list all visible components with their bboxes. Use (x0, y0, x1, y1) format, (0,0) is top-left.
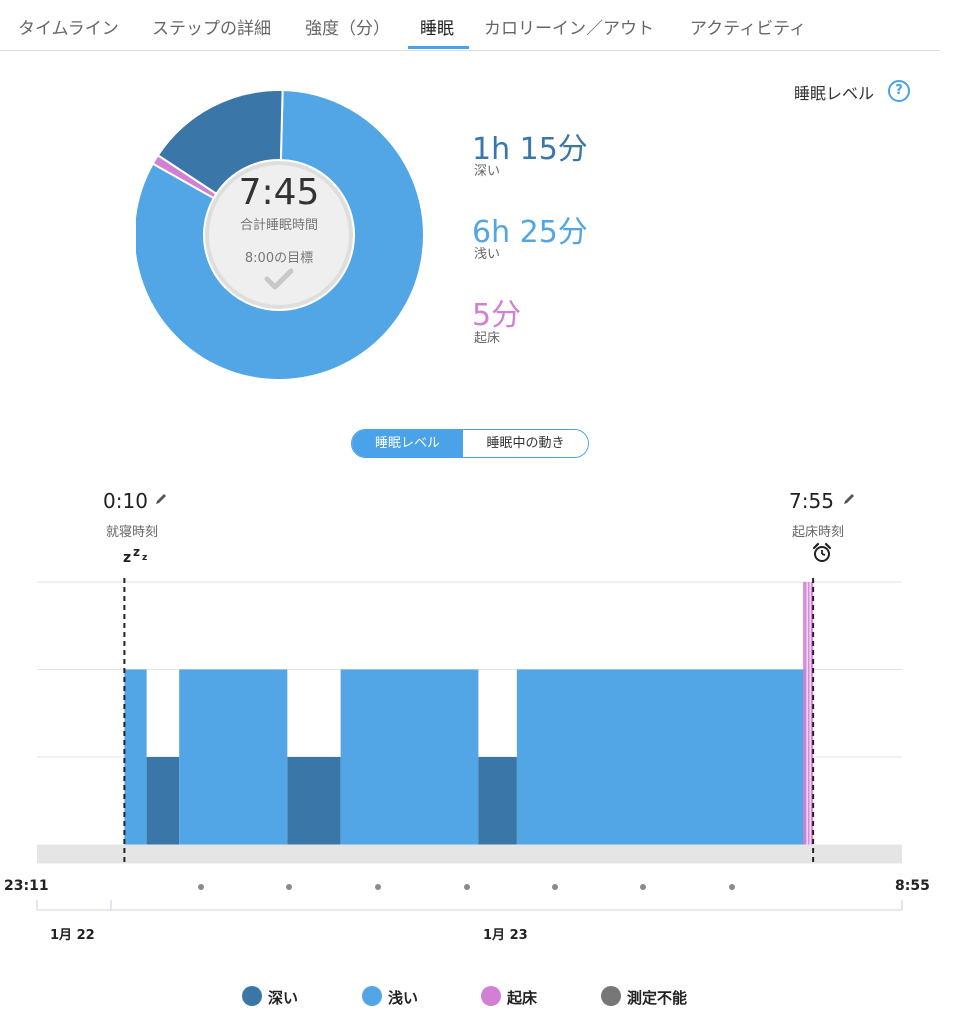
waketime-value[interactable]: 7:55 (789, 489, 834, 513)
zzz-icon: z z z (123, 545, 147, 564)
sleep-level-toggle-button[interactable]: 睡眠レベル (352, 430, 463, 457)
tab-step-details[interactable]: ステップの詳細 (152, 19, 271, 39)
awake-value: 5分 (472, 298, 522, 333)
hypnogram-segment-1 (146, 757, 180, 845)
legend-swatch-deep (242, 986, 262, 1006)
hypnogram-segment-0 (124, 669, 147, 845)
legend-label-unmeasured: 測定不能 (627, 989, 688, 1007)
deep-sleep-value: 1h 15分 (472, 132, 588, 167)
axis-tick-dot-4 (552, 884, 558, 890)
legend-swatch-unmeasured (601, 986, 621, 1006)
light-sleep-label: 浅い (474, 247, 501, 262)
tab-calories[interactable]: カロリーイン／アウト (484, 19, 654, 39)
sleep-stages-donut-chart (136, 89, 425, 381)
tab-sleep[interactable]: 睡眠 (420, 19, 454, 39)
tab-activity[interactable]: アクティビティ (690, 19, 807, 39)
waketime-label: 起床時刻 (792, 525, 845, 540)
date-label-jan23: 1月 23 (483, 928, 528, 943)
legend-swatch-light (362, 986, 382, 1006)
alarm-clock-icon (812, 542, 832, 562)
edit-bedtime-icon[interactable] (154, 492, 168, 506)
donut-center: 7:45 合計睡眠時間 8:00の目標 (205, 158, 353, 306)
awake-label: 起床 (474, 331, 501, 346)
tab-timeline[interactable]: タイムライン (18, 19, 119, 39)
axis-tick-dot-0 (198, 884, 204, 890)
axis-tick-dot-1 (286, 884, 292, 890)
hypnogram-segment-2 (179, 669, 288, 845)
donut-slice-0 (136, 89, 425, 381)
legend-label-deep: 深い (268, 989, 299, 1007)
check-icon (264, 268, 294, 290)
donut-center-disc (209, 165, 349, 305)
light-sleep-value: 6h 25分 (472, 215, 588, 250)
axis-tick-dot-5 (640, 884, 646, 890)
hypnogram-segment-3 (287, 757, 341, 845)
sleep-movement-toggle-button[interactable]: 睡眠中の動き (463, 430, 588, 457)
edit-waketime-icon[interactable] (842, 492, 856, 506)
legend-swatch-awake (481, 986, 501, 1006)
bedtime-label: 就寝時刻 (106, 525, 159, 540)
help-icon[interactable]: ? (888, 80, 910, 102)
svg-text:z: z (123, 550, 131, 564)
axis-start-time: 23:11 (4, 878, 49, 894)
svg-text:z: z (142, 553, 147, 563)
date-label-jan22: 1月 22 (50, 928, 95, 943)
donut-slice-2 (156, 89, 284, 196)
active-tab-indicator (408, 46, 469, 49)
svg-text:z: z (133, 545, 140, 559)
tab-bar: タイムライン ステップの詳細 強度（分） 睡眠 カロリーイン／アウト アクティビ… (0, 0, 940, 51)
legend-label-awake: 起床 (507, 989, 538, 1007)
hypnogram-segment-7 (803, 582, 814, 845)
bedtime-value[interactable]: 0:10 (103, 489, 148, 513)
hypnogram-segment-5 (478, 757, 517, 845)
total-sleep-label: 合計睡眠時間 (239, 218, 318, 233)
total-sleep-time: 7:45 (238, 172, 320, 213)
axis-tick-dot-3 (464, 884, 470, 890)
tab-intensity[interactable]: 強度（分） (305, 19, 390, 39)
sleep-stages-hypnogram (36, 578, 903, 911)
axis-end-time: 8:55 (895, 878, 930, 894)
deep-sleep-label: 深い (474, 164, 501, 179)
axis-tick-dot-6 (729, 884, 735, 890)
hypnogram-segment-6 (516, 669, 806, 845)
hypnogram-segment-4 (340, 669, 479, 845)
sleep-goal-label: 8:00の目標 (244, 251, 314, 266)
axis-tick-dot-2 (375, 884, 381, 890)
view-toggle: 睡眠レベル 睡眠中の動き (351, 429, 589, 458)
sleep-level-title: 睡眠レベル (794, 84, 875, 103)
legend-label-light: 浅い (388, 989, 419, 1007)
unmeasured-band (37, 844, 902, 864)
